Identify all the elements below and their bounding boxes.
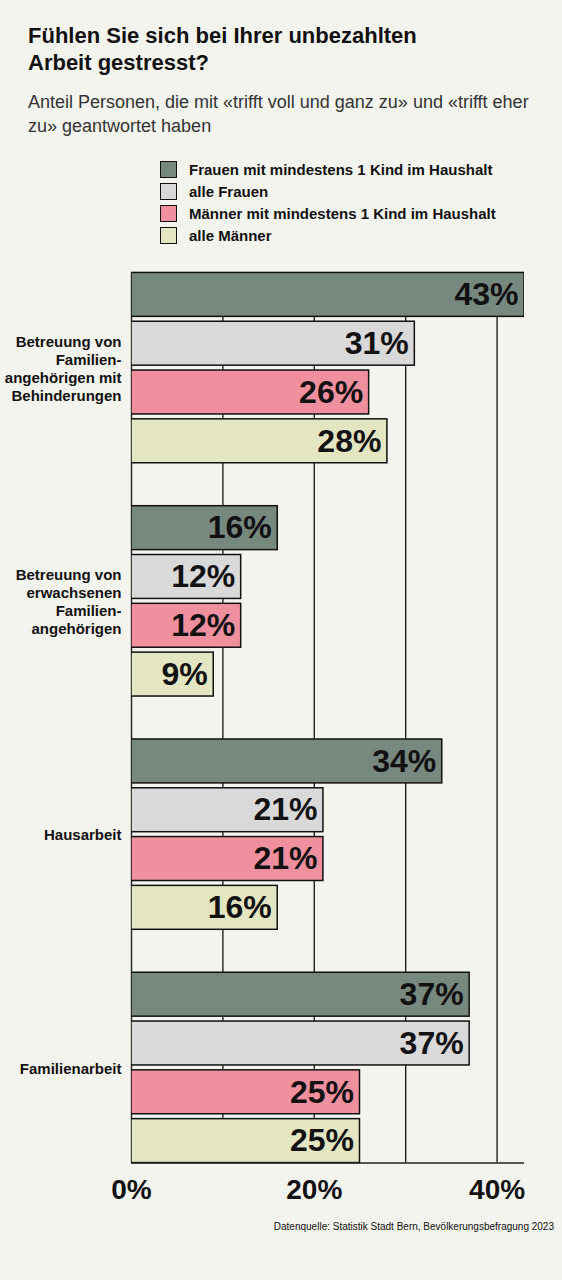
html-text:alle Frauen: alle Frauen <box>189 182 269 200</box>
svg-text:34%: 34% <box>372 743 436 779</box>
svg-text:12%: 12% <box>171 607 235 643</box>
svg-text:31%: 31% <box>345 325 409 361</box>
svg-text:37%: 37% <box>400 976 464 1012</box>
svg-text:Betreuung vonFamilien-angehöri: Betreuung vonFamilien-angehörigen mitBeh… <box>5 333 122 404</box>
html-text:Männer mit mindestens 1 Kind i: Männer mit mindestens 1 Kind im Haushalt <box>189 204 496 222</box>
svg-text:25%: 25% <box>290 1074 354 1110</box>
svg-text:Betreuung vonerwachsenenFamili: Betreuung vonerwachsenenFamilien-angehör… <box>16 566 122 637</box>
svg-text:0%: 0% <box>111 1174 152 1205</box>
svg-text:43%: 43% <box>454 276 518 312</box>
svg-text:16%: 16% <box>208 889 272 925</box>
svg-text:37%: 37% <box>400 1025 464 1061</box>
html-text:alle Männer: alle Männer <box>189 226 272 244</box>
svg-text:21%: 21% <box>253 791 317 827</box>
html-text:Anteil Personen, die mit «trif: Anteil Personen, die mit «trifft voll un… <box>28 92 529 136</box>
svg-text:25%: 25% <box>290 1122 354 1158</box>
svg-text:21%: 21% <box>253 840 317 876</box>
html-text:Frauen mit mindestens 1 Kind i: Frauen mit mindestens 1 Kind im Haushalt <box>189 160 493 178</box>
svg-text:12%: 12% <box>171 558 235 594</box>
html-text:Fühlen Sie sich bei Ihrer unbe: Fühlen Sie sich bei Ihrer unbezahlten Ar… <box>28 23 417 75</box>
html-text:Datenquelle: Statistik Stadt B: Datenquelle: Statistik Stadt Bern, Bevöl… <box>273 1221 554 1232</box>
svg-text:16%: 16% <box>208 509 272 545</box>
svg-text:28%: 28% <box>317 423 381 459</box>
svg-text:26%: 26% <box>299 374 363 410</box>
svg-text:9%: 9% <box>162 656 208 692</box>
svg-text:20%: 20% <box>286 1174 342 1205</box>
svg-text:40%: 40% <box>469 1174 525 1205</box>
svg-text:Familienarbeit: Familienarbeit <box>20 1060 122 1077</box>
svg-text:Hausarbeit: Hausarbeit <box>44 826 122 843</box>
